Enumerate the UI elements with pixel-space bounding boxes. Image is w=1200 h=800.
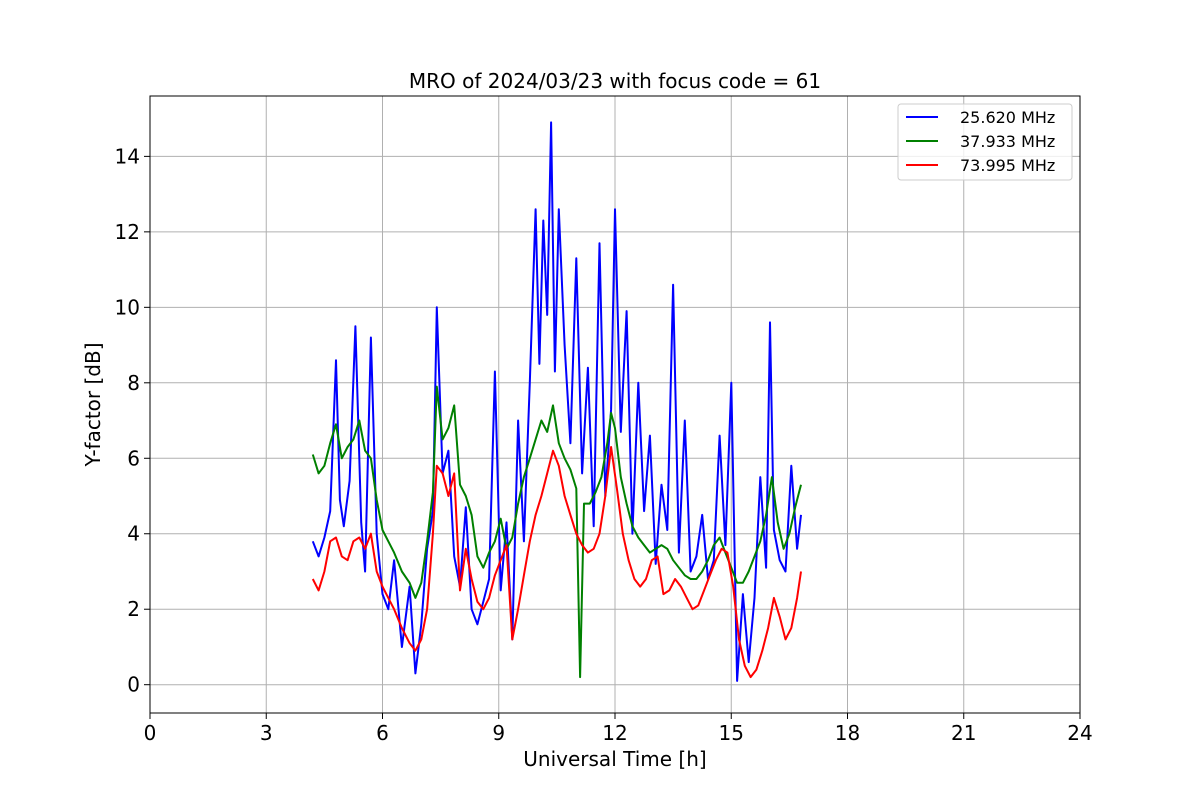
legend: 25.620 MHz 37.933 MHz 73.995 MHz	[897, 103, 1073, 181]
x-axis-label: Universal Time [h]	[523, 747, 706, 771]
y-tick-label: 14	[115, 144, 140, 168]
series-line-0	[311, 121, 802, 682]
y-tick-label: 6	[127, 446, 140, 470]
x-tick-label: 6	[376, 721, 389, 745]
legend-label: 37.933 MHz	[960, 132, 1055, 151]
series-line-2	[311, 446, 802, 679]
x-tick-label: 12	[602, 721, 627, 745]
x-tick-label: 15	[719, 721, 744, 745]
legend-box	[897, 103, 1073, 181]
y-tick-label: 0	[127, 673, 140, 697]
x-tick-label: 0	[144, 721, 157, 745]
x-tick-label: 3	[260, 721, 273, 745]
y-tick-label: 12	[115, 220, 140, 244]
legend-label: 25.620 MHz	[960, 108, 1055, 127]
series-layer	[311, 121, 802, 682]
y-tick-label: 10	[115, 295, 140, 319]
y-tick-label: 8	[127, 371, 140, 395]
series-line-1	[311, 385, 802, 679]
x-tick-label: 24	[1067, 721, 1092, 745]
legend-label: 73.995 MHz	[960, 156, 1055, 175]
y-tick-label: 4	[127, 522, 140, 546]
x-tick-label: 9	[492, 721, 505, 745]
y-tick-label: 2	[127, 597, 140, 621]
x-tick-label: 18	[835, 721, 860, 745]
y-axis-label: Y-factor [dB]	[81, 342, 105, 467]
x-tick-label: 21	[951, 721, 976, 745]
chart-title: MRO of 2024/03/23 with focus code = 61	[409, 69, 821, 93]
